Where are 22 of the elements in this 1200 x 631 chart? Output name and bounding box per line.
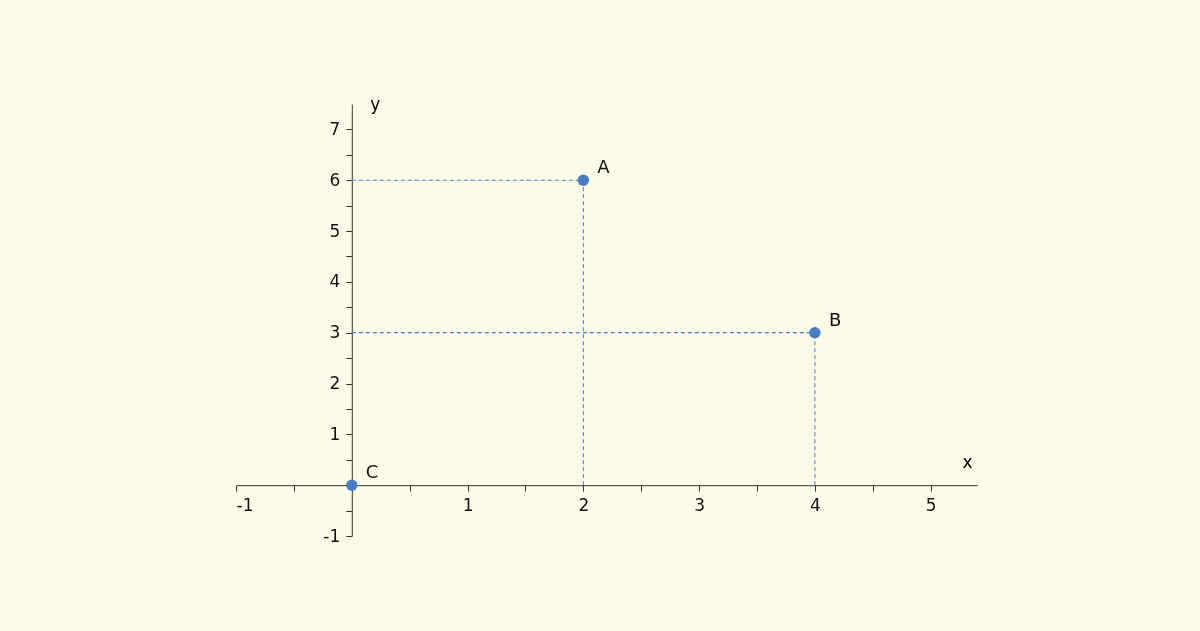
x-tick-label: 4 xyxy=(809,494,821,515)
y-tick-label: 7 xyxy=(329,118,341,139)
y-tick-label: 4 xyxy=(329,271,341,292)
point xyxy=(577,174,590,186)
x-tick-label: 1 xyxy=(462,494,474,515)
y-tick-label: 6 xyxy=(329,169,341,190)
point xyxy=(346,479,358,491)
y-tick-label: -1 xyxy=(323,525,341,546)
y-tick-label: 1 xyxy=(329,423,341,444)
y-axis-title: y xyxy=(370,93,381,114)
series-label: A xyxy=(597,156,611,178)
x-tick-label: 2 xyxy=(578,494,590,515)
y-tick-label: 3 xyxy=(329,322,341,343)
x-tick-label: 5 xyxy=(925,494,937,515)
x-tick-label: -1 xyxy=(236,494,254,515)
x-axis-title: x xyxy=(962,451,973,472)
y-tick-label: 2 xyxy=(329,373,341,394)
point xyxy=(809,327,821,339)
series-label: B xyxy=(828,308,842,330)
series-label: C xyxy=(365,461,379,483)
y-tick-label: 5 xyxy=(329,220,341,241)
x-tick-label: 3 xyxy=(694,494,706,515)
